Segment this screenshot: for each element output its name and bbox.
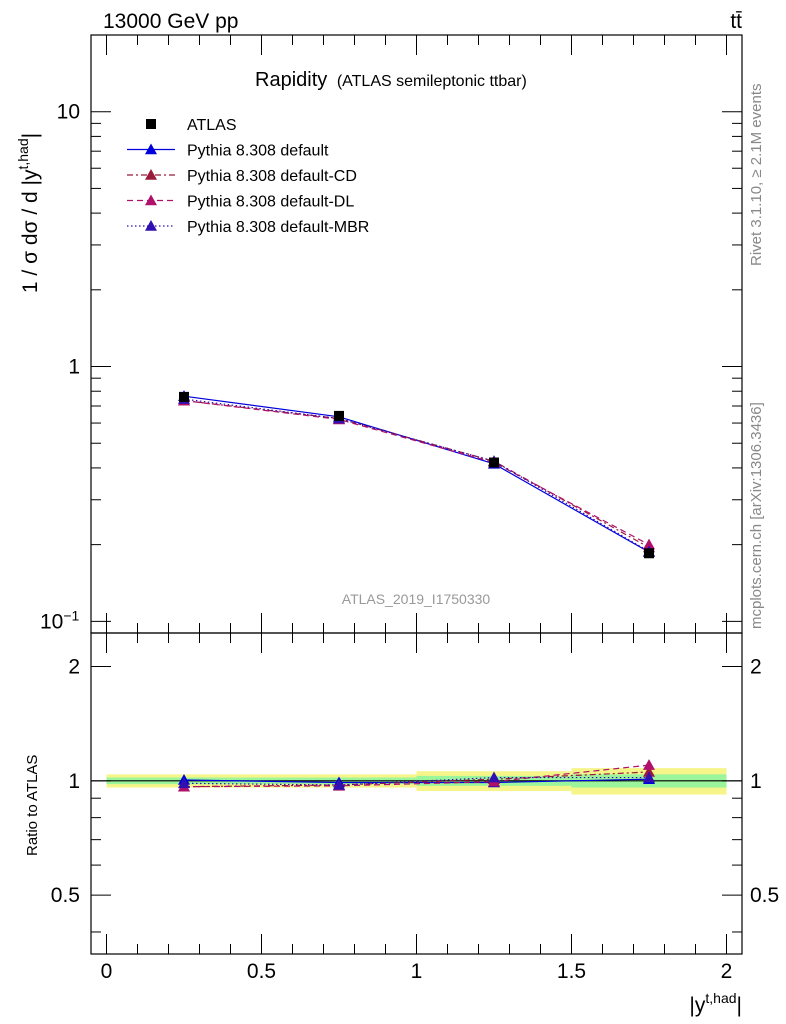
y-tick-label-ratio-right: 2 [750,655,762,678]
legend-marker [145,143,157,155]
legend-label: Pythia 8.308 default [187,143,329,160]
legend: ATLAS Pythia 8.308 default Pythia 8.308 de… [127,117,369,236]
data-marker-main [644,548,654,559]
y-axis-title-ratio: Ratio to ATLAS [24,755,41,856]
series-marker-ratio [488,771,500,783]
y-tick-label-ratio-right: 0.5 [750,884,779,907]
y-axis-title-main: 1 / σ dσ / d |yt,had| [15,133,42,293]
y-tick-label-main: 1 [68,356,80,379]
header-right: tt̄ [730,10,742,33]
y-tick-label-main: 10 [57,101,80,124]
series-line-main [183,400,650,546]
series-marker-ratio [643,765,655,777]
legend-marker [145,194,157,206]
y-tick-label-main: 10−1 [40,607,80,633]
side-label-top: Rivet 3.1.10, ≥ 2.1M events [748,84,765,267]
x-tick-label: 1.5 [557,960,586,983]
legend-label: Pythia 8.308 default-CD [187,168,357,185]
series-marker-ratio [178,777,190,789]
y-tick-label-main-exp: −1 [63,607,79,623]
x-tick-label: 0.5 [247,960,276,983]
chart-subtitle: (ATLAS semileptonic ttbar) [337,73,527,90]
legend-marker [145,169,157,180]
series-line-main [183,398,650,552]
y-axis-title-main-suffix: | [19,133,42,138]
legend-label: Pythia 8.308 default-MBR [187,219,369,236]
x-tick-label: 2 [721,960,733,983]
series-marker-ratio [333,778,345,790]
x-axis-title-text: |y [689,994,705,1017]
x-tick-label: 0 [101,960,113,983]
x-axis-title-sup: t,had [705,990,736,1006]
watermark-label: ATLAS_2019_I1750330 [342,591,491,607]
legend-label: Pythia 8.308 default-DL [187,194,354,211]
series-marker-main [643,538,655,550]
data-marker-main [489,457,499,468]
series-line-ratio [183,778,650,784]
x-axis-title-suffix: | [737,994,742,1017]
series-layer [178,390,655,792]
y-tick-label-ratio: 1 [68,770,80,793]
x-tick-label: 1 [411,960,423,983]
y-axis-title-main-text: 1 / σ dσ / d |y [19,169,42,293]
y-tick-label-main-base: 10 [40,610,63,633]
y-tick-label-ratio-right: 1 [750,770,762,793]
chart-title: Rapidity (ATLAS semileptonic ttbar) [255,69,527,91]
side-label-bottom: mcplots.cern.ch [arXiv:1306.3436] [748,402,765,629]
series-line-main [183,395,650,553]
series-line-ratio [183,764,650,788]
chart-title-main: Rapidity [255,69,327,91]
series-line-ratio [183,771,650,788]
data-marker-main [334,410,344,421]
x-axis-title: |yt,had| [689,990,742,1017]
legend-marker-data [146,119,156,129]
legend-label-data: ATLAS [187,117,237,134]
y-axis-title-main-sup: t,had [15,138,31,169]
legend-marker [145,220,157,231]
series-line-main [183,399,650,548]
y-tick-label-ratio: 0.5 [51,884,80,907]
header-left: 13000 GeV pp [103,10,238,33]
series-marker-ratio [643,771,655,783]
y-tick-label-ratio: 2 [68,655,80,678]
series-marker-ratio [643,759,655,770]
data-marker-main [179,391,189,402]
series-line-ratio [183,776,649,786]
